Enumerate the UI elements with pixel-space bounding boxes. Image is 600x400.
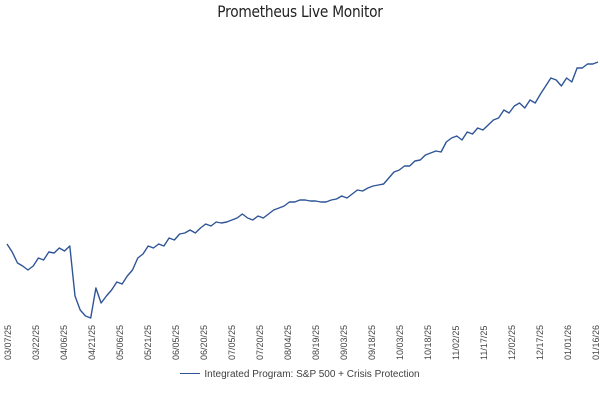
- chart-title: Prometheus Live Monitor: [217, 2, 383, 21]
- x-tick-label: 10/18/25: [423, 325, 433, 360]
- x-tick-label: 01/16/26: [591, 325, 600, 360]
- line-group: [6, 61, 599, 319]
- x-tick-label: 01/01/26: [563, 325, 573, 360]
- x-tick-label: 09/18/25: [367, 325, 377, 360]
- x-tick-label: 03/07/25: [3, 325, 13, 360]
- x-tick-label: 11/02/25: [451, 326, 461, 360]
- x-tick-label: 04/21/25: [87, 325, 97, 360]
- x-tick-label: 08/04/25: [283, 325, 293, 360]
- x-axis-tick-labels: 03/07/25 03/22/25 04/06/25 04/21/25 05/06/25…: [3, 325, 600, 360]
- x-tick-label: 07/20/25: [255, 325, 265, 360]
- legend-label: Integrated Program: S&P 500 + Crisis Pro…: [204, 369, 420, 380]
- x-tick-label: 11/17/25: [479, 326, 489, 360]
- x-tick-label: 07/05/25: [227, 325, 237, 360]
- x-tick-label: 12/17/25: [535, 325, 545, 360]
- x-tick-label: 06/05/25: [171, 325, 181, 360]
- x-tick-label: 06/20/25: [199, 325, 209, 360]
- x-tick-label: 10/03/25: [395, 325, 405, 360]
- legend-swatch: [180, 372, 201, 374]
- x-tick-label: 05/21/25: [143, 325, 153, 360]
- x-tick-label: 04/06/25: [59, 325, 69, 360]
- x-tick-label: 12/02/25: [507, 325, 517, 360]
- chart-legend: Integrated Program: S&P 500 + Crisis Pro…: [0, 369, 600, 380]
- x-tick-label: 05/06/25: [115, 325, 125, 360]
- series-line: [6, 61, 599, 319]
- x-tick-label: 09/03/25: [339, 325, 349, 360]
- x-tick-label: 08/19/25: [311, 325, 321, 360]
- x-tick-label: 03/22/25: [31, 325, 41, 360]
